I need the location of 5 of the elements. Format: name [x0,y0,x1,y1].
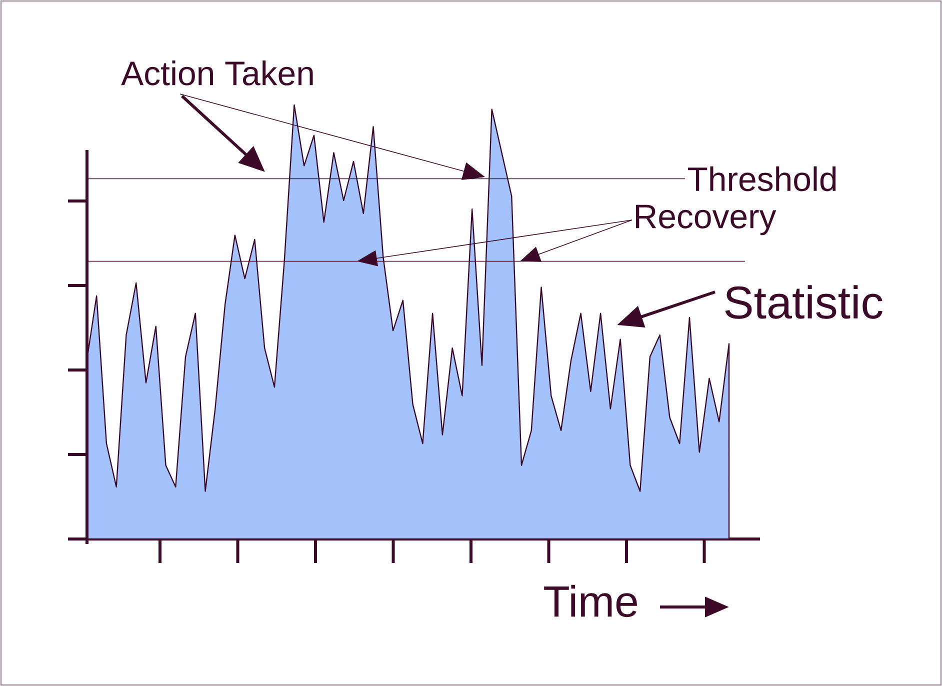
annotation: Statistic [725,285,882,319]
x-axis-title: Time [544,584,637,618]
legend-label: Recovery [636,204,776,236]
text: Action Taken [121,60,313,86]
ref-line-label: Threshold [688,166,836,192]
